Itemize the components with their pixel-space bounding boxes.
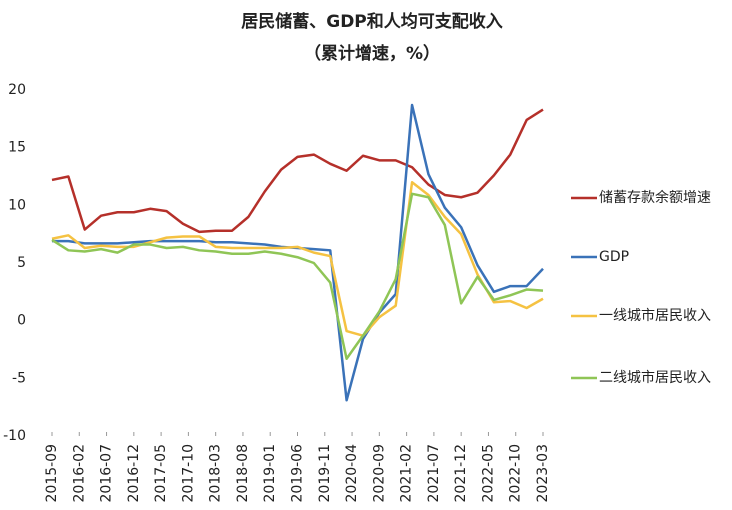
x-tick-label: 2018-03 (208, 444, 224, 503)
y-tick-label: -5 (12, 370, 26, 386)
series-line (51, 181, 544, 337)
x-tick-label: 2017-05 (153, 444, 169, 503)
x-tick-label: 2019-01 (262, 444, 278, 503)
chart-subtitle: （累计增速，%） (304, 43, 440, 64)
legend-label: 储蓄存款余额增速 (599, 189, 711, 206)
x-tick-label: 2021-02 (399, 444, 415, 503)
x-tick-label: 2016-12 (126, 444, 142, 503)
x-tick-label: 2020-09 (371, 444, 387, 503)
x-tick-label: 2022-05 (480, 444, 496, 503)
x-tick-label: 2015-09 (44, 444, 60, 503)
legend-label: 一线城市居民收入 (599, 307, 711, 324)
x-tick-label: 2021-07 (426, 444, 442, 503)
x-tick-label: 2022-10 (508, 444, 524, 503)
y-tick-label: 20 (8, 82, 26, 98)
y-tick-label: 10 (8, 197, 26, 213)
x-tick-label: 2023-03 (535, 444, 551, 503)
y-tick-label: 15 (8, 140, 26, 156)
legend-label: GDP (599, 249, 629, 265)
x-tick-label: 2017-10 (180, 444, 196, 503)
series-line (51, 108, 544, 234)
y-tick-label: 5 (17, 255, 26, 271)
x-tick-label: 2019-11 (317, 444, 333, 503)
legend-label: 二线城市居民收入 (599, 369, 711, 386)
x-tick-label: 2016-07 (99, 444, 115, 503)
x-tick-label: 2021-12 (453, 444, 469, 503)
y-tick-label: -10 (3, 428, 26, 444)
y-tick-label: 0 (17, 313, 26, 329)
chart-title: 居民储蓄、GDP和人均可支配收入 (241, 11, 503, 32)
x-tick-label: 2018-08 (235, 444, 251, 503)
series-line (51, 192, 544, 360)
x-tick-label: 2020-04 (344, 444, 360, 503)
x-tick-label: 2019-06 (290, 444, 306, 503)
x-tick-label: 2016-02 (71, 444, 87, 503)
